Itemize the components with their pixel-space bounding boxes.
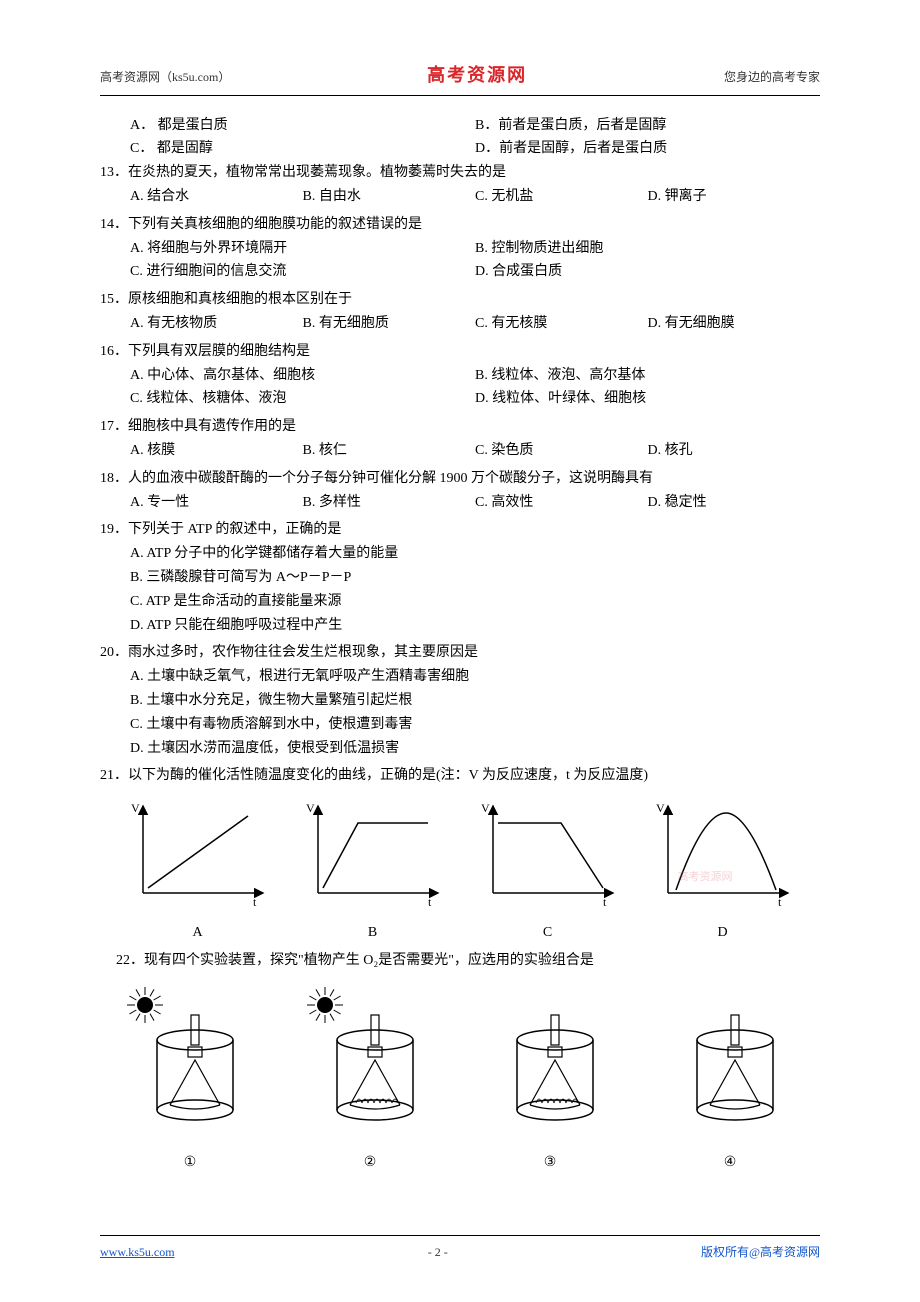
q15-d: D. 有无细胞膜 [648, 312, 821, 336]
q18-b: B. 多样性 [303, 491, 476, 515]
page-footer: www.ks5u.com - 2 - 版权所有@高考资源网 [100, 1235, 820, 1262]
q12-opt-d: D．前者是固醇，后者是蛋白质 [475, 137, 820, 161]
device-2-label: ② [300, 1151, 440, 1175]
q12-opt-a: A． 都是蛋白质 [130, 114, 475, 138]
q19: 19．下列关于 ATP 的叙述中，正确的是 A. ATP 分子中的化学键都储存着… [100, 518, 820, 637]
q17-b: B. 核仁 [303, 439, 476, 463]
q15-b: B. 有无细胞质 [303, 312, 476, 336]
q22-text: 22．现有四个实验装置，探究"植物产生 O₂是否需要光"，应选用的实验组合是 [116, 949, 820, 973]
chart-b-label: B [298, 921, 448, 945]
chart-b: V t B [298, 798, 448, 945]
chart-a-svg: V t [123, 798, 273, 908]
q15-a: A. 有无核物质 [130, 312, 303, 336]
q17-text: 17．细胞核中具有遗传作用的是 [100, 415, 820, 439]
device-1: ① [120, 985, 260, 1176]
q15-c: C. 有无核膜 [475, 312, 648, 336]
q14-b: B. 控制物质进出细胞 [475, 237, 820, 261]
svg-text:V: V [481, 801, 490, 815]
q19-b: B. 三磷酸腺苷可简写为 A～P－P－P [100, 566, 820, 590]
q14: 14．下列有关真核细胞的细胞膜功能的叙述错误的是 A. 将细胞与外界环境隔开 B… [100, 213, 820, 284]
chart-c-svg: V t [473, 798, 623, 908]
q17: 17．细胞核中具有遗传作用的是 A. 核膜 B. 核仁 C. 染色质 D. 核孔 [100, 415, 820, 463]
chart-c: V t C [473, 798, 623, 945]
q21: 21．以下为酶的催化活性随温度变化的曲线，正确的是(注：V 为反应速度，t 为反… [100, 764, 820, 788]
q19-c: C. ATP 是生命活动的直接能量来源 [100, 590, 820, 614]
q16-b: B. 线粒体、液泡、高尔基体 [475, 364, 820, 388]
q19-d: D. ATP 只能在细胞呼吸过程中产生 [100, 614, 820, 638]
svg-text:t: t [603, 895, 607, 908]
device-3: ③ [480, 985, 620, 1176]
q18: 18．人的血液中碳酸酐酶的一个分子每分钟可催化分解 1900 万个碳酸分子，这说… [100, 467, 820, 515]
q12-opt-b: B．前者是蛋白质，后者是固醇 [475, 114, 820, 138]
chart-d: 高考资源网 V t D [648, 798, 798, 945]
header-title: 高考资源网 [427, 60, 527, 91]
q12-options-ab: A． 都是蛋白质 B．前者是蛋白质，后者是固醇 [100, 114, 820, 138]
q18-text: 18．人的血液中碳酸酐酶的一个分子每分钟可催化分解 1900 万个碳酸分子，这说… [100, 467, 820, 491]
chart-c-label: C [473, 921, 623, 945]
q20-d: D. 土壤因水涝而温度低，使根受到低温损害 [100, 737, 820, 761]
q13-c: C. 无机盐 [475, 185, 648, 209]
chart-a-label: A [123, 921, 273, 945]
chart-d-svg: V t [648, 798, 798, 908]
q21-text: 21．以下为酶的催化活性随温度变化的曲线，正确的是(注：V 为反应速度，t 为反… [100, 764, 820, 788]
q22-devices: ① ② ③ ④ [100, 985, 820, 1176]
q14-d: D. 合成蛋白质 [475, 260, 820, 284]
q18-c: C. 高效性 [475, 491, 648, 515]
chart-a: V t A [123, 798, 273, 945]
q14-text: 14．下列有关真核细胞的细胞膜功能的叙述错误的是 [100, 213, 820, 237]
q20-a: A. 土壤中缺乏氧气，根进行无氧呼吸产生酒精毒害细胞 [100, 665, 820, 689]
device-4: ④ [660, 985, 800, 1176]
q13-text: 13．在炎热的夏天，植物常常出现萎蔫现象。植物萎蔫时失去的是 [100, 161, 820, 185]
q14-c: C. 进行细胞间的信息交流 [130, 260, 475, 284]
q14-a: A. 将细胞与外界环境隔开 [130, 237, 475, 261]
footer-copyright: 版权所有@高考资源网 [701, 1242, 820, 1262]
q15: 15．原核细胞和真核细胞的根本区别在于 A. 有无核物质 B. 有无细胞质 C.… [100, 288, 820, 336]
q17-c: C. 染色质 [475, 439, 648, 463]
device-3-label: ③ [480, 1151, 620, 1175]
q22: 22．现有四个实验装置，探究"植物产生 O₂是否需要光"，应选用的实验组合是 [100, 949, 820, 973]
header-right: 您身边的高考专家 [724, 67, 820, 87]
chart-d-label: D [648, 921, 798, 945]
page-number: - 2 - [428, 1242, 448, 1262]
svg-text:V: V [306, 801, 315, 815]
q16-text: 16．下列具有双层膜的细胞结构是 [100, 340, 820, 364]
q17-a: A. 核膜 [130, 439, 303, 463]
footer-url[interactable]: www.ks5u.com [100, 1242, 175, 1262]
svg-text:t: t [428, 895, 432, 908]
q13-a: A. 结合水 [130, 185, 303, 209]
axis-v: V [131, 801, 140, 815]
chart-b-svg: V t [298, 798, 448, 908]
q12-options-cd: C． 都是固醇 D．前者是固醇，后者是蛋白质 [100, 137, 820, 161]
q15-text: 15．原核细胞和真核细胞的根本区别在于 [100, 288, 820, 312]
axis-t: t [253, 895, 257, 908]
q19-a: A. ATP 分子中的化学键都储存着大量的能量 [100, 542, 820, 566]
q16-a: A. 中心体、高尔基体、细胞核 [130, 364, 475, 388]
header-left: 高考资源网（ks5u.com） [100, 67, 230, 87]
page-header: 高考资源网（ks5u.com） 高考资源网 您身边的高考专家 [100, 60, 820, 96]
q18-a: A. 专一性 [130, 491, 303, 515]
q20: 20．雨水过多时，农作物往往会发生烂根现象，其主要原因是 A. 土壤中缺乏氧气，… [100, 641, 820, 760]
q20-b: B. 土壤中水分充足，微生物大量繁殖引起烂根 [100, 689, 820, 713]
q17-d: D. 核孔 [648, 439, 821, 463]
q20-text: 20．雨水过多时，农作物往往会发生烂根现象，其主要原因是 [100, 641, 820, 665]
svg-text:t: t [778, 895, 782, 908]
q13-d: D. 钾离子 [648, 185, 821, 209]
q16: 16．下列具有双层膜的细胞结构是 A. 中心体、高尔基体、细胞核 B. 线粒体、… [100, 340, 820, 411]
q19-text: 19．下列关于 ATP 的叙述中，正确的是 [100, 518, 820, 542]
device-4-label: ④ [660, 1151, 800, 1175]
q21-charts: V t A V t B V t C [100, 798, 820, 945]
q20-c: C. 土壤中有毒物质溶解到水中，使根遭到毒害 [100, 713, 820, 737]
device-1-label: ① [120, 1151, 260, 1175]
q12-opt-c: C． 都是固醇 [130, 137, 475, 161]
q13: 13．在炎热的夏天，植物常常出现萎蔫现象。植物萎蔫时失去的是 A. 结合水 B.… [100, 161, 820, 209]
device-2: ② [300, 985, 440, 1176]
q16-c: C. 线粒体、核糖体、液泡 [130, 387, 475, 411]
q18-d: D. 稳定性 [648, 491, 821, 515]
q13-b: B. 自由水 [303, 185, 476, 209]
q16-d: D. 线粒体、叶绿体、细胞核 [475, 387, 820, 411]
svg-text:V: V [656, 801, 665, 815]
